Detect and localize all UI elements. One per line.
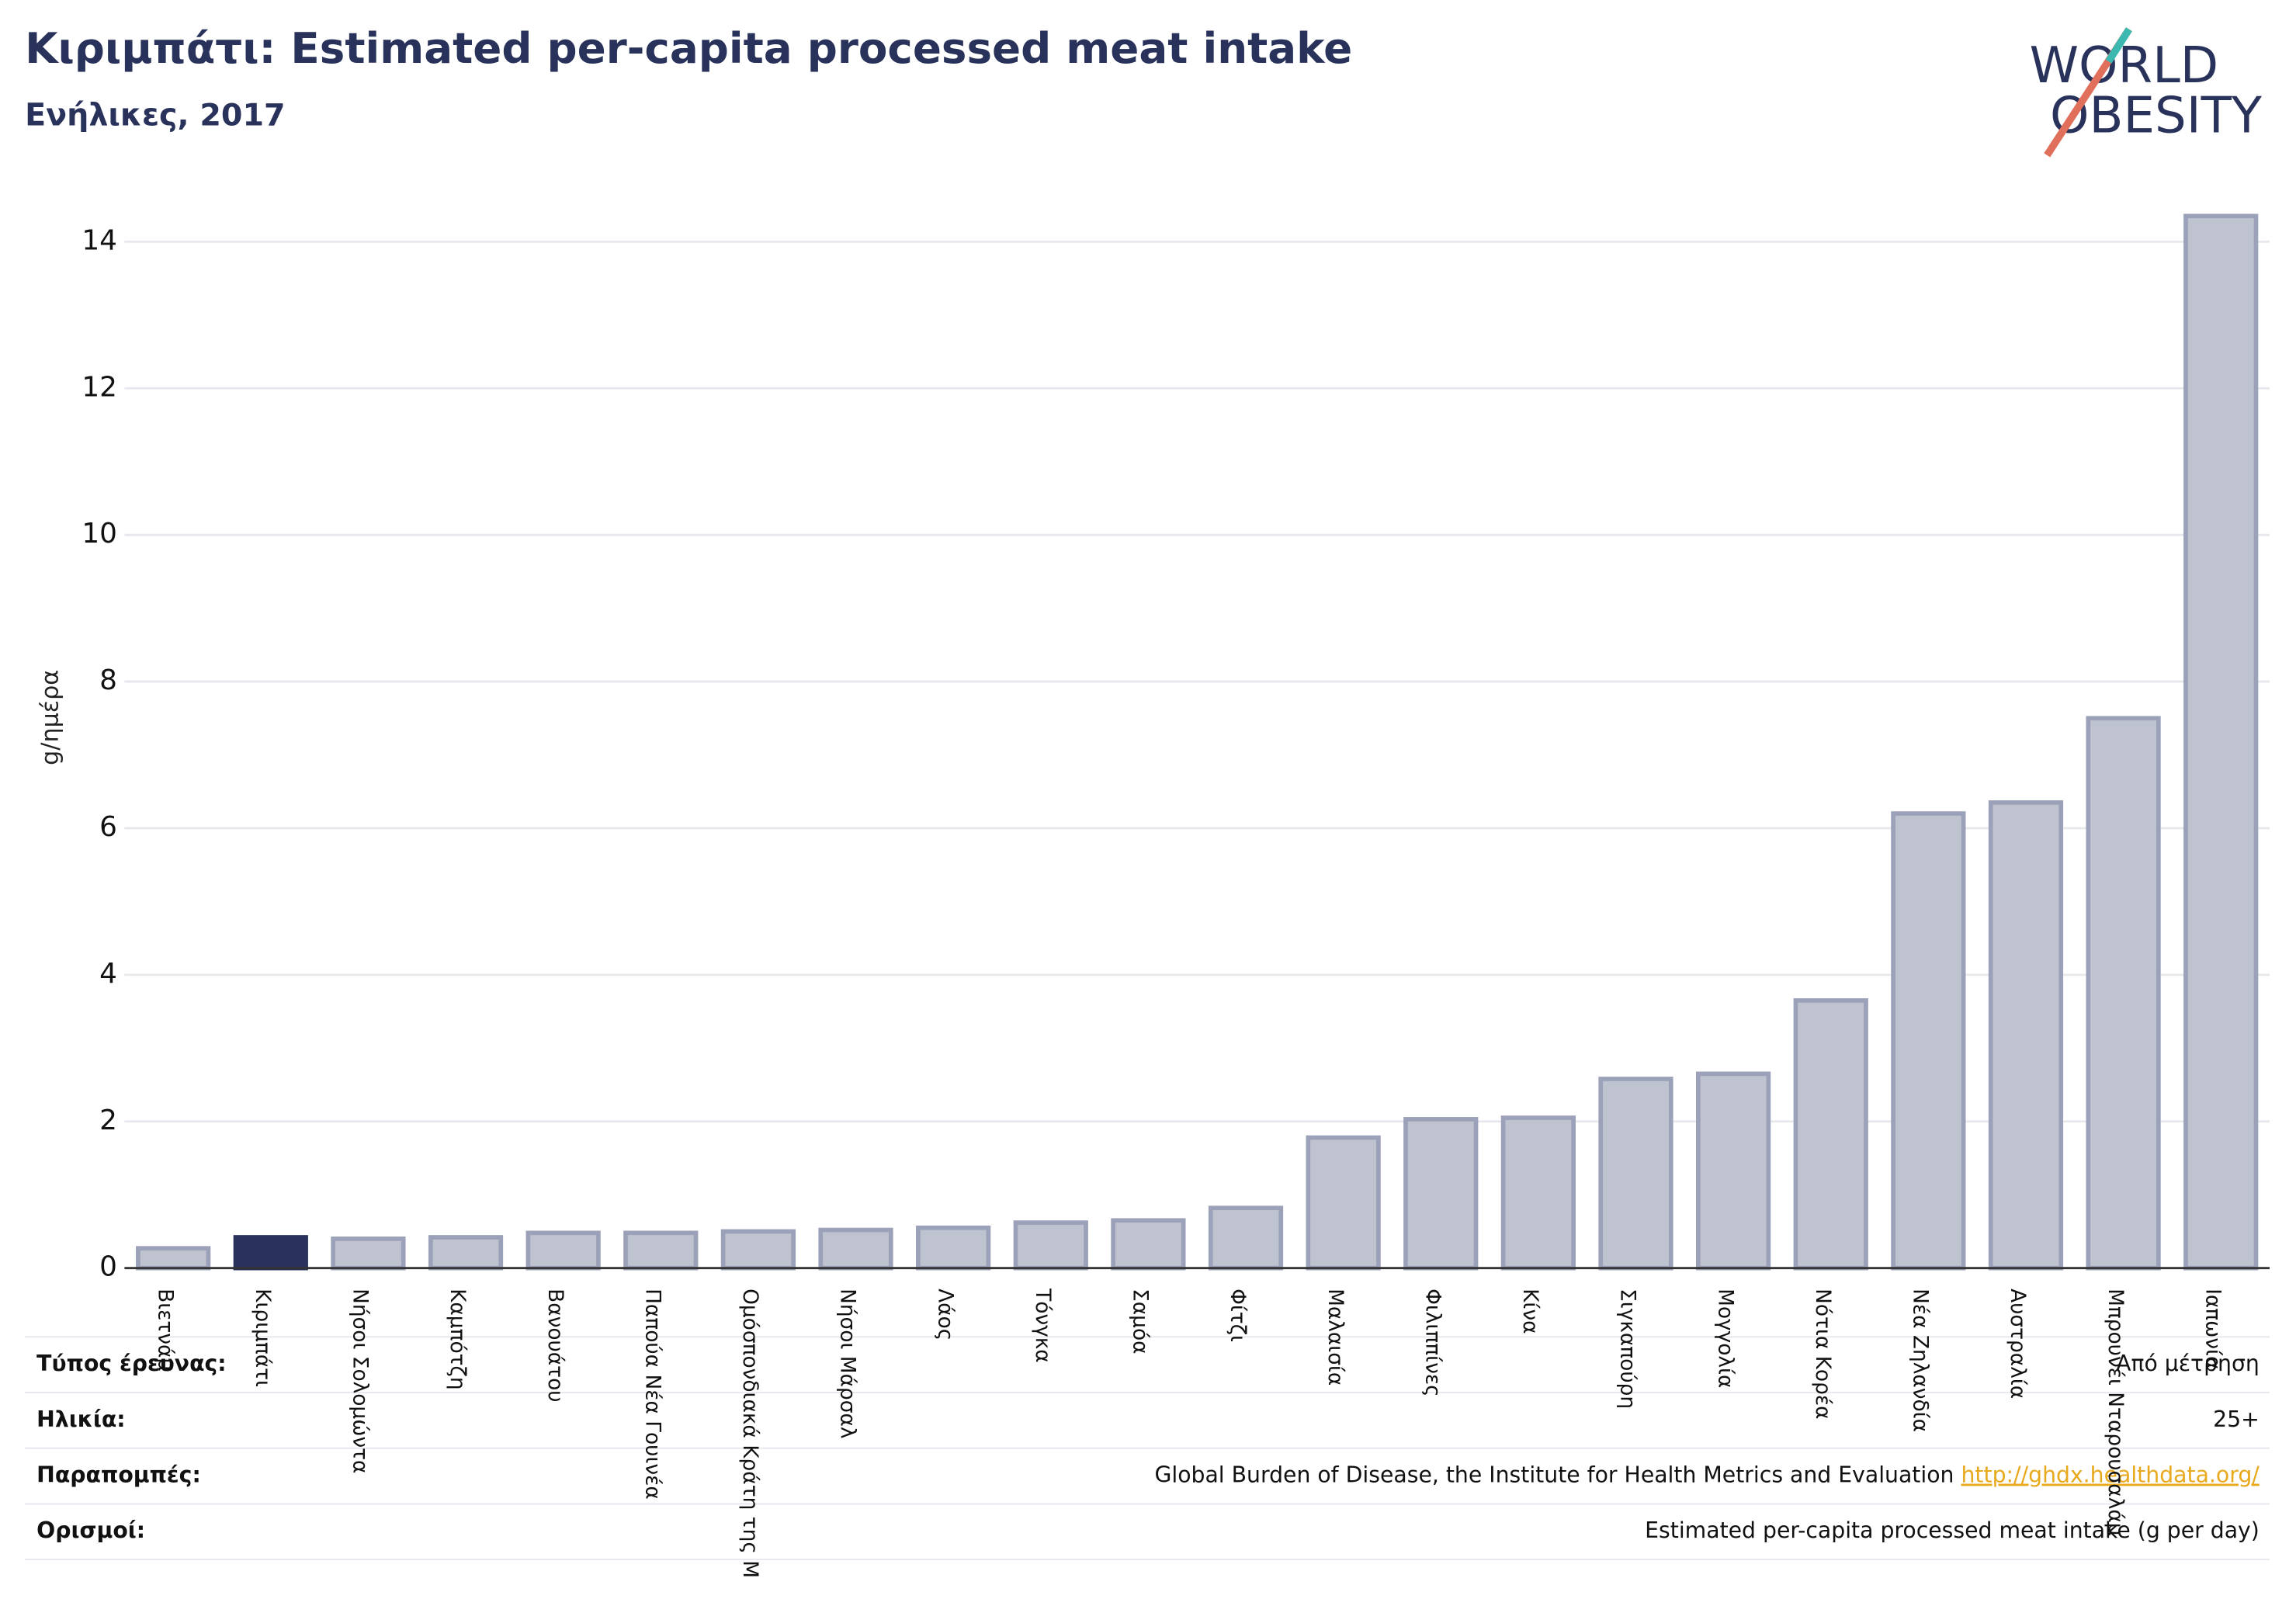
x-tick-label: Μογγολία	[1713, 1289, 1737, 1388]
info-table: Τύπος έρευνας: Από μέτρηση Ηλικία: 25+ Παραπ…	[25, 1336, 2270, 1561]
row-value-text: Από μέτρηση	[2116, 1351, 2260, 1376]
bar	[1988, 800, 2064, 1271]
x-tick-label: Κίνα	[1518, 1289, 1542, 1334]
y-tick-label: 10	[82, 518, 117, 550]
bar	[136, 1246, 211, 1271]
y-tick-label: 6	[99, 811, 117, 843]
x-tick-label: Σαμόα	[1129, 1289, 1153, 1354]
bar	[1500, 1115, 1576, 1271]
x-tick-label: Νότια Κορέα	[1811, 1289, 1835, 1419]
row-label: Ηλικία:	[36, 1406, 125, 1432]
bar	[1111, 1218, 1186, 1271]
bar	[1403, 1117, 1479, 1271]
x-tick-label: Νήσοι Μάρσαλ	[836, 1289, 860, 1438]
x-tick-label: Καμπότζη	[446, 1289, 470, 1390]
x-tick-label: Μπρουνέι Νταρουσαλάμ	[2104, 1289, 2128, 1536]
x-tick-label: Ιαπωνία	[2201, 1289, 2225, 1369]
x-tick-label: Σιγκαπούρη	[1616, 1289, 1640, 1409]
plot: 0 2 4 6 8 10 12 14 Βιετνάμ Κιριμπάτι Νήσοι Σολομών…	[82, 213, 2270, 1578]
row-value-text: Global Burden of Disease, the Institute …	[1154, 1462, 1954, 1488]
row-value: Από μέτρηση	[2116, 1351, 2260, 1376]
y-tick-label: 14	[82, 224, 117, 256]
bar	[1013, 1220, 1088, 1271]
row-value-text: Estimated per-capita processed meat inta…	[1645, 1517, 2260, 1543]
row-label: Παραπομπές:	[36, 1462, 201, 1488]
x-tick-label: Μαλαισία	[1323, 1289, 1347, 1386]
bar	[428, 1235, 504, 1271]
x-tick-label: Παπούα Νέα Γουινέα	[640, 1289, 664, 1500]
x-tick-label: Ομόσπονδιακά Κράτη της Μ	[738, 1289, 762, 1578]
y-tick-label: 8	[99, 664, 117, 696]
chart-title: Κιριμπάτι: Estimated per-capita processe…	[25, 23, 1352, 73]
logo-slash	[2105, 27, 2132, 64]
y-tick-label: 4	[99, 958, 117, 990]
row-link[interactable]: http://ghdx.healthdata.org/	[1961, 1462, 2260, 1488]
bar	[1208, 1205, 1284, 1271]
bar	[2183, 213, 2259, 1271]
bar	[525, 1230, 601, 1271]
x-tick-label: Φιλιππίνες	[1420, 1289, 1445, 1397]
x-tick-label: Τόνγκα	[1031, 1288, 1055, 1363]
row-value-text: 25+	[2213, 1406, 2260, 1432]
bar	[1306, 1135, 1381, 1271]
bar	[1598, 1077, 1673, 1271]
bar	[1696, 1071, 1771, 1271]
logo: WORLD OBESITY	[2030, 27, 2263, 158]
logo-text: WORLD	[2030, 36, 2219, 95]
y-tick-label: 12	[82, 371, 117, 403]
y-tick-label: 2	[99, 1105, 117, 1136]
x-tick-label: Νέα Ζηλανδία	[1909, 1289, 1933, 1432]
chart-subtitle: Ενήλικες, 2017	[25, 97, 285, 133]
x-tick-label: Νήσοι Σολομώντα	[349, 1289, 373, 1473]
bar	[916, 1225, 991, 1271]
bar	[623, 1230, 699, 1271]
x-tick-label: Λάος	[933, 1289, 957, 1341]
bar	[1891, 811, 1966, 1271]
row-label: Ορισμοί:	[36, 1517, 145, 1543]
row-value: 25+	[2213, 1406, 2260, 1432]
bar	[1793, 998, 1868, 1271]
row-value: Global Burden of Disease, the Institute …	[1154, 1462, 2260, 1488]
x-tick-label: Φίτζι	[1226, 1289, 1250, 1342]
bar	[818, 1227, 893, 1271]
x-tick-label: Αυστραλία	[2006, 1289, 2030, 1399]
row-label: Τύπος έρευνας:	[36, 1351, 226, 1376]
y-tick-label: 0	[99, 1251, 117, 1283]
y-axis-label: g/ημέρα	[37, 670, 64, 765]
bar	[2086, 716, 2161, 1271]
bar	[720, 1229, 796, 1271]
x-tick-label: Κιριμπάτι	[251, 1289, 275, 1387]
bar	[331, 1237, 406, 1271]
x-tick-label: Βανουάτου	[543, 1289, 567, 1402]
row-value: Estimated per-capita processed meat inta…	[1645, 1517, 2260, 1543]
bar	[233, 1235, 308, 1271]
x-tick-label: Βιετνάμ	[153, 1289, 177, 1371]
